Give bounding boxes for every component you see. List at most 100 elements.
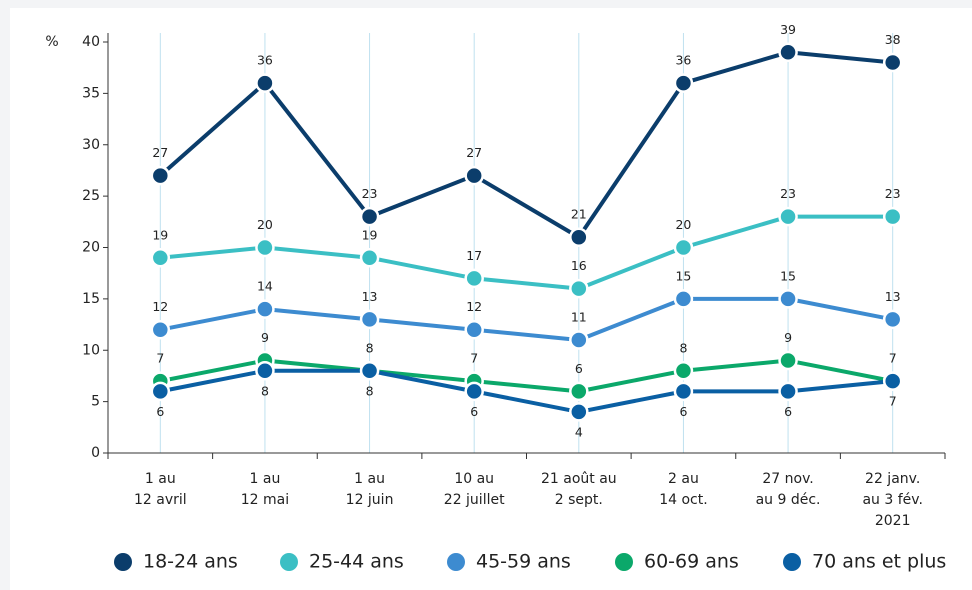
x-tick-line: au 3 fév. <box>862 492 922 508</box>
data-label: 38 <box>885 32 901 47</box>
data-label: 21 <box>571 207 587 222</box>
series-line <box>158 50 893 240</box>
panel <box>10 8 972 590</box>
x-tick-line: 12 mai <box>241 492 289 508</box>
series-line <box>160 214 893 291</box>
data-point <box>673 361 694 381</box>
data-point <box>359 206 380 227</box>
y-tick-label: 30 <box>82 137 100 153</box>
data-point <box>464 268 484 289</box>
x-tick-line: 1 au <box>145 471 176 487</box>
data-label: 16 <box>571 258 587 273</box>
data-point <box>150 165 171 186</box>
data-label: 36 <box>257 53 273 68</box>
data-label: 19 <box>362 227 378 242</box>
data-label: 8 <box>366 383 374 398</box>
x-tick-label: 21 août au 2 sept. <box>541 471 617 508</box>
x-tick-line: au 9 déc. <box>756 492 821 508</box>
legend-marker <box>783 553 801 571</box>
data-label: 6 <box>470 404 478 419</box>
data-point <box>778 206 798 227</box>
x-tick-line: 27 nov. <box>762 471 813 487</box>
legend-marker <box>615 553 633 571</box>
x-tick-line: 22 juillet <box>444 492 505 508</box>
data-point <box>882 206 903 227</box>
data-label: 8 <box>366 340 374 355</box>
data-point <box>778 42 798 63</box>
data-point <box>778 289 798 309</box>
data-point <box>150 248 171 268</box>
legend-label: 60-69 ans <box>644 551 739 573</box>
data-label: 8 <box>679 340 687 355</box>
data-label: 8 <box>261 383 269 398</box>
x-tick-label: 2 au 14 oct. <box>659 471 707 508</box>
data-label: 14 <box>257 279 273 294</box>
data-label: 13 <box>885 289 901 304</box>
data-label: 7 <box>470 351 478 366</box>
data-label: 6 <box>575 361 583 376</box>
legend-marker <box>280 553 298 571</box>
data-point <box>882 371 903 391</box>
data-label: 7 <box>156 351 164 366</box>
data-label: 15 <box>675 268 691 283</box>
x-tick-line: 1 au <box>250 471 281 487</box>
data-point <box>569 402 589 422</box>
data-point <box>255 299 275 319</box>
data-label: 4 <box>575 424 583 439</box>
data-label: 23 <box>885 186 901 201</box>
legend-label: 45-59 ans <box>476 551 571 573</box>
data-point <box>673 289 694 309</box>
x-tick-line: 1 au <box>354 471 385 487</box>
x-tick-label: 1 au 12 avril <box>134 471 187 508</box>
data-point <box>150 319 171 340</box>
data-label: 13 <box>362 289 378 304</box>
data-point <box>778 350 798 371</box>
data-point <box>882 52 903 73</box>
data-label: 6 <box>679 404 687 419</box>
y-tick-label: 10 <box>82 342 100 358</box>
y-tick-label: 25 <box>82 188 100 204</box>
x-tick-line: 14 oct. <box>659 492 707 508</box>
data-label: 23 <box>780 186 796 201</box>
data-point <box>464 381 484 402</box>
x-tick-line: 12 juin <box>346 492 394 508</box>
data-point <box>569 227 589 247</box>
x-tick-line: 2021 <box>875 513 911 529</box>
data-label: 11 <box>571 309 587 324</box>
data-point <box>359 248 380 268</box>
y-axis-label: % <box>45 34 58 50</box>
data-label: 7 <box>889 351 897 366</box>
data-label: 39 <box>780 22 796 37</box>
data-label: 6 <box>156 404 164 419</box>
y-tick-label: 20 <box>82 240 100 256</box>
y-tick-label: 15 <box>82 291 100 307</box>
data-point <box>464 319 484 340</box>
x-tick-line: 21 août au <box>541 471 617 487</box>
legend-label: 70 ans et plus <box>812 551 946 573</box>
data-label: 6 <box>784 404 792 419</box>
data-point <box>882 309 903 330</box>
data-label: 27 <box>466 145 482 160</box>
data-label: 19 <box>152 227 168 242</box>
data-label: 9 <box>261 330 269 345</box>
y-tick-label: 5 <box>91 394 100 410</box>
y-tick-label: 35 <box>82 85 100 101</box>
legend-marker <box>447 553 465 571</box>
data-point <box>255 361 275 381</box>
data-label: 27 <box>152 145 168 160</box>
x-tick-label: 10 au 22 juillet <box>444 471 505 508</box>
data-label: 12 <box>152 299 168 314</box>
data-label: 7 <box>889 394 897 409</box>
data-point <box>569 381 589 402</box>
x-tick-line: 22 janv. <box>865 471 920 487</box>
legend-label: 25-44 ans <box>309 551 404 573</box>
data-label: 15 <box>780 268 796 283</box>
x-tick-line: 2 au <box>668 471 699 487</box>
data-point <box>359 309 380 330</box>
x-tick-label: 1 au 12 juin <box>346 471 394 508</box>
data-label: 36 <box>675 53 691 68</box>
legend-label: 18-24 ans <box>143 551 238 573</box>
data-point <box>255 73 275 93</box>
